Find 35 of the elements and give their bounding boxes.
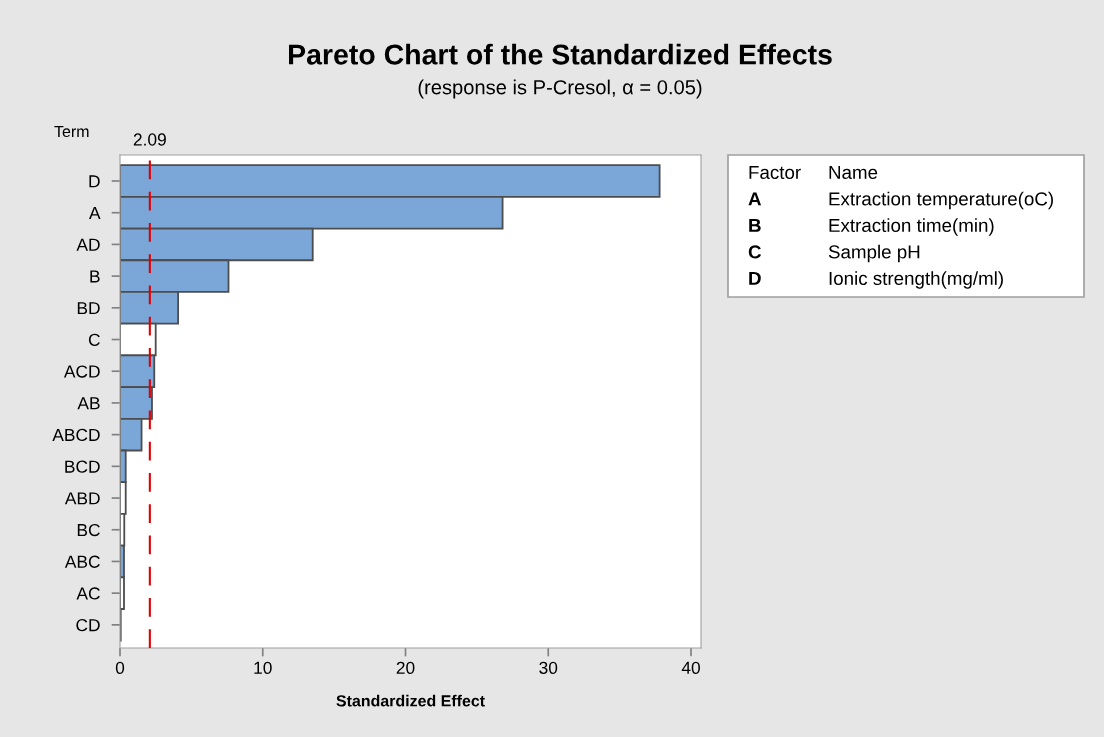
text: B xyxy=(749,218,761,232)
x-tick-label: 30 xyxy=(539,661,558,674)
y-tick-label: AD xyxy=(76,238,100,251)
y-tick-label: ABCD xyxy=(52,428,100,442)
chart-subtitle: (response is P-Cresol, α = 0.05) xyxy=(418,79,702,99)
y-tick-label: B xyxy=(90,270,100,283)
y-tick-label: ACD xyxy=(63,365,100,378)
text: Extraction temperature(oC) xyxy=(829,191,1053,210)
x-tick-label: 20 xyxy=(396,661,415,674)
y-tick-label: C xyxy=(88,333,100,346)
text: Ionic strength(mg/ml) xyxy=(829,271,1003,289)
text: Sample pH xyxy=(828,244,920,263)
y-tick-label: BC xyxy=(77,523,100,537)
y-tick-label: ABC xyxy=(64,555,100,568)
y-tick-label: BD xyxy=(77,302,100,315)
text: A xyxy=(748,192,762,206)
x-axis-title: Standardized Effect xyxy=(336,694,485,707)
y-tick-label: A xyxy=(89,207,101,219)
y-tick-label: ABD xyxy=(64,492,100,505)
text: Name xyxy=(829,165,878,180)
text: Factor xyxy=(749,165,801,180)
y-tick-label: BCD xyxy=(65,460,100,473)
text: D xyxy=(749,271,761,285)
text: Extraction time(min) xyxy=(829,218,994,236)
text: C xyxy=(748,245,762,259)
y-axis-title: Term xyxy=(54,125,89,138)
x-tick-label: 40 xyxy=(681,661,700,674)
ref-line-label: 2.09 xyxy=(133,133,166,146)
y-tick-label: CD xyxy=(76,619,100,632)
y-tick-label: D xyxy=(89,175,100,188)
y-tick-label: AB xyxy=(77,397,100,410)
chart-title: Pareto Chart of the Standardized Effects xyxy=(289,43,832,65)
x-tick-label: 10 xyxy=(254,661,272,674)
y-tick-label: AC xyxy=(76,587,100,600)
x-tick-label: 0 xyxy=(115,661,125,674)
